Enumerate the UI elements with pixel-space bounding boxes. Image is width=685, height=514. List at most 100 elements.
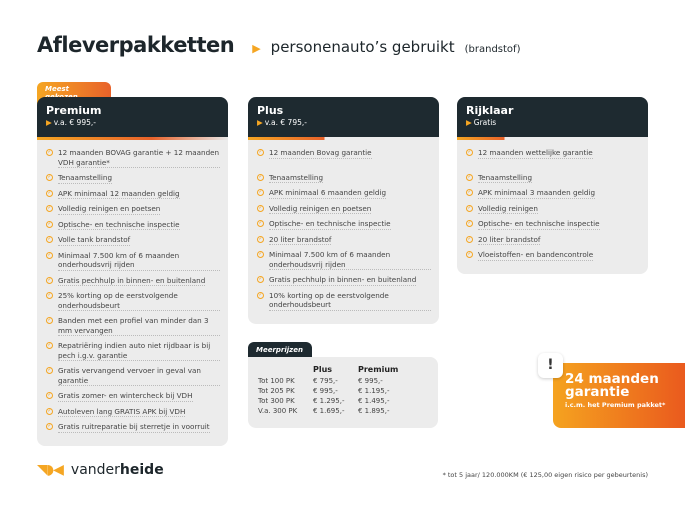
table-cell: Tot 100 PK [258,377,295,385]
col-header [258,365,313,376]
logo-mark: ◥◗◀ [37,462,64,478]
list-item: ✓ 20 liter brandstof [466,235,640,245]
feature-text: APK minimaal 6 maanden geldig [269,188,387,199]
list-item: ✓ Optische- en technische inspectie [466,219,640,230]
feature-text: Gratis pechhulp in binnen- en buitenland [58,275,206,286]
list-item: ✓ Autoleven lang GRATIS APK bij VDH [46,406,220,417]
check-icon: ✓ [257,149,264,156]
accent-bar [457,137,648,140]
list-item: ✓ Tenaamstelling [257,172,431,183]
list-item: ✓ APK minimaal 3 maanden geldig [466,188,640,199]
list-item: ✓ 12 maanden BOVAG garantie + 12 maanden … [46,148,220,168]
package-header: Premium ▶ v.a. € 995,- [37,97,228,137]
table-cell: € 1.695,- [313,407,345,415]
feature-text: Minimaal 7.500 km of 6 maanden onderhoud… [58,251,220,271]
exclamation-icon: ! [538,353,563,378]
check-icon: ✓ [46,292,53,299]
feature-text: Gratis ruitreparatie bij sterretje in vo… [58,422,210,433]
list-item: ✓ 12 maanden Bovag garantie [257,148,431,159]
list-item: ✓ Tenaamstelling [46,173,220,184]
list-item: ✓ 10% korting op de eerstvolgende onderho… [257,291,431,311]
check-icon: ✓ [466,251,473,258]
check-icon: ✓ [46,276,53,284]
surcharges-table: Plus Premium Tot 100 PK € 795,- € 995,- Tot… [248,357,438,428]
title-main: Afleverpakketten [37,33,235,57]
feature-text: Gratis zomer- en wintercheck bij VDH [58,391,193,402]
arrow-icon: ▶ [466,118,472,127]
check-icon: ✓ [46,317,53,324]
feature-text: 25% korting op de eerstvolgende onderhou… [58,291,220,311]
feature-text: Tenaamstelling [58,173,113,184]
list-item: ✓ Gratis zomer- en wintercheck bij VDH [46,391,220,402]
package-name: Rijklaar [466,104,514,117]
table-row: Tot 100 PK € 795,- € 995,- [258,376,398,386]
package-features: ✓ 12 maanden wettelijke garantie ✓ Tenaamst… [457,140,648,274]
guarantee-banner: 24 maanden garantie i.c.m. het Premium p… [553,363,685,428]
package-plus: Plus ▶ v.a. € 795,- ✓ 12 maanden Bovag garan… [248,97,439,324]
list-item: ✓ Volledig reinigen en poetsen [46,204,220,215]
col-header: Plus [313,365,333,374]
package-premium: Premium ▶ v.a. € 995,- ✓ 12 maanden BOVAG ga… [37,97,228,446]
list-item: ✓ Volledig reinigen en poetsen [257,203,431,214]
feature-text: 12 maanden BOVAG garantie + 12 maanden V… [58,148,220,168]
list-item: ✓ 12 maanden wettelijke garantie [466,148,640,159]
check-icon: ✓ [466,189,473,196]
package-rijklaar: Rijklaar ▶ Gratis ✓ 12 maanden wettelijke ga… [457,97,648,274]
check-icon: ✓ [466,149,473,156]
feature-text: Gratis vervangend vervoer in geval van g… [58,366,220,386]
list-item: ✓ Optische- en technische inspectie [257,219,431,230]
accent-bar [248,137,439,140]
footnote: * tot 5 jaar/ 120.000KM (€ 125,00 eigen … [442,471,648,479]
feature-text: Optische- en technische inspectie [58,219,180,230]
table-cell: € 1.495,- [358,397,390,405]
feature-text: Tenaamstelling [478,172,533,183]
list-item: ✓ Gratis ruitreparatie bij sterretje in v… [46,422,220,433]
list-item: ✓ Minimaal 7.500 km of 6 maanden onderhou… [257,250,431,270]
arrow-icon: ▶ [257,118,263,127]
feature-text: APK minimaal 12 maanden geldig [58,188,180,199]
table-cell: € 995,- [313,387,338,395]
check-icon: ✓ [46,407,53,415]
list-item: ✓ Optische- en technische inspectie [46,219,220,230]
feature-text: 12 maanden Bovag garantie [269,148,372,159]
table-cell: V.a. 300 PK [258,407,298,415]
feature-text: Optische- en technische inspectie [478,219,600,230]
table-cell: Tot 205 PK [258,387,295,395]
check-icon: ✓ [257,173,264,181]
feature-text: Tenaamstelling [269,172,324,183]
check-icon: ✓ [257,291,264,299]
check-icon: ✓ [46,205,53,212]
package-features: ✓ 12 maanden Bovag garantie ✓ Tenaamstellin… [248,140,439,324]
feature-text: Volledig reinigen en poetsen [269,203,372,214]
table-cell: € 795,- [313,377,338,385]
feature-text: Vloeistoffen- en bandencontrole [478,250,594,261]
check-icon: ✓ [46,392,53,399]
check-icon: ✓ [466,173,473,181]
arrow-icon: ▶ [252,42,261,55]
check-icon: ✓ [257,235,264,243]
check-icon: ✓ [46,423,53,430]
check-icon: ✓ [46,367,53,374]
feature-text: Banden met een profiel van minder dan 3 … [58,316,220,336]
table-cell: € 1.195,- [358,387,390,395]
list-item: ✓ APK minimaal 12 maanden geldig [46,188,220,199]
table-cell: € 995,- [358,377,383,385]
list-item: ✓ Volle tank brandstof [46,235,220,246]
check-icon: ✓ [466,204,473,212]
table-row: Tot 300 PK € 1.295,- € 1.495,- [258,396,398,406]
check-icon: ✓ [257,204,264,212]
package-price: Gratis [473,118,497,127]
feature-text: Volledig reinigen en poetsen [58,204,161,215]
package-price: v.a. € 795,- [264,118,307,127]
package-name: Premium [46,104,102,117]
brand-logo: ◥◗◀ vanderheide [37,462,164,478]
page-title: Afleverpakketten ▶ personenauto’s gebrui… [37,33,520,57]
feature-text: Volledig reinigen [478,203,538,214]
table-row: V.a. 300 PK € 1.695,- € 1.895,- [258,406,398,416]
feature-text: Autoleven lang GRATIS APK bij VDH [58,406,186,417]
feature-text: Optische- en technische inspectie [269,219,391,230]
list-item: ✓ 20 liter brandstof [257,235,431,245]
check-icon: ✓ [466,235,473,243]
list-item: ✓ Tenaamstelling [466,172,640,183]
brand-name: vanderheide [70,462,164,478]
